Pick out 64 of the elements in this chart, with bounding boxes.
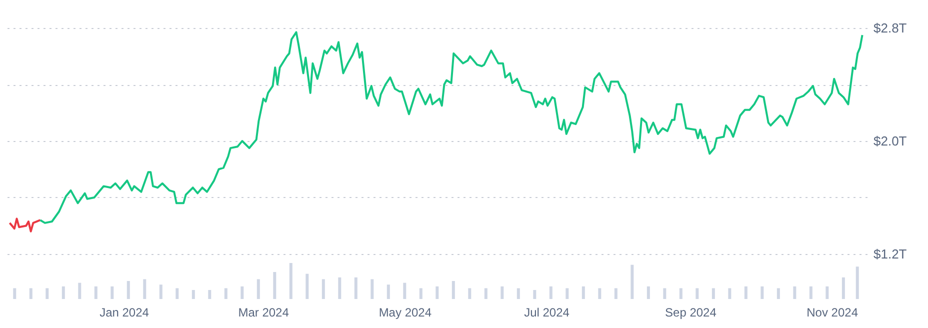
bar [306,274,309,299]
bar [484,288,488,299]
x-tick-label: Jul 2024 [524,306,570,320]
bar [338,277,342,299]
line-series [8,218,42,232]
x-tick-label: Sep 2024 [665,306,717,320]
bar [679,288,682,299]
bar [582,286,585,299]
bar [29,288,32,299]
bar [809,286,812,299]
line-series [39,31,864,224]
bar [533,290,536,299]
bar [176,288,179,299]
bar [322,279,325,299]
bar [159,284,162,299]
bar [403,282,406,299]
bar [856,266,859,299]
bar [452,281,455,299]
bar [240,286,244,299]
bar [696,288,699,299]
x-tick-label: Mar 2024 [238,306,290,320]
bar [273,272,276,299]
bar [386,284,390,299]
bar [842,277,845,299]
bar [646,286,650,299]
bar [793,286,796,299]
bar [110,286,114,299]
bar [728,288,732,299]
bar [370,279,374,299]
bar [208,290,212,299]
bar [663,288,666,299]
x-tick-label: Nov 2024 [806,306,858,320]
bar [46,288,49,299]
bar [256,279,260,299]
x-tick-label: Jan 2024 [100,306,150,320]
bar [143,279,146,299]
bar [62,286,65,299]
bar [549,286,552,299]
bar [760,286,764,299]
bar [826,286,829,299]
bar [744,286,748,299]
bar [289,263,292,299]
bar [419,288,422,299]
bar [630,264,634,299]
bar [436,286,439,299]
bar [13,288,16,299]
y-tick-label: $2.0T [874,134,907,148]
bar [614,288,618,299]
bar [224,288,228,299]
x-tick-label: May 2024 [378,306,432,320]
bar [712,288,715,299]
bar [566,288,569,299]
bar [468,288,472,299]
y-tick-label: $2.8T [874,20,907,36]
y-tick-label: $1.2T [874,246,907,262]
bar [500,286,504,299]
bar [192,290,195,299]
bar [94,286,98,299]
bar [78,282,82,299]
bar [354,277,358,299]
bar [126,281,130,299]
bar [516,288,520,299]
bar [598,288,602,299]
bar [776,288,780,299]
